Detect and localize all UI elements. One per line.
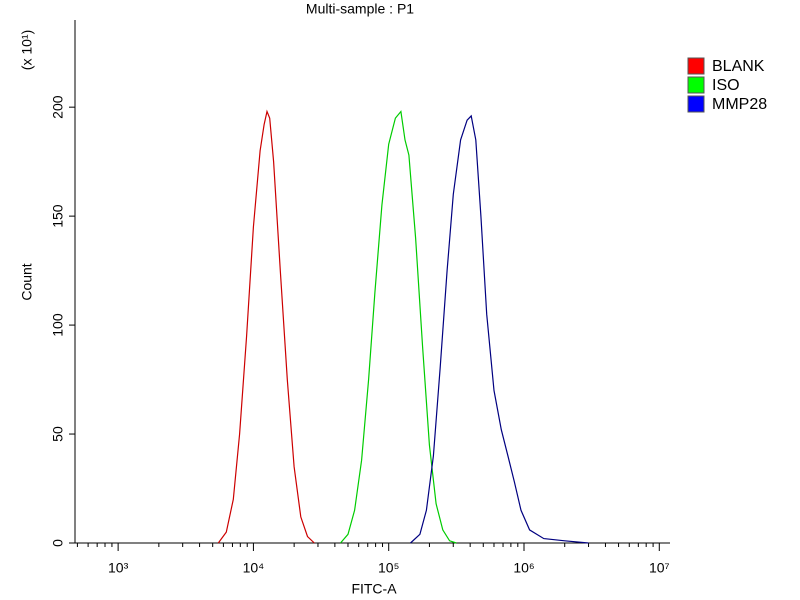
legend-label: MMP28	[712, 96, 767, 113]
y-tick-label: 0	[50, 539, 66, 547]
histogram-line	[410, 114, 589, 544]
y-tick-label: 50	[50, 426, 66, 442]
y-tick-label: 200	[50, 95, 66, 119]
histogram-line	[340, 110, 457, 544]
x-tick-label: 10⁶	[513, 560, 534, 576]
legend-label: BLANK	[712, 58, 765, 75]
legend-swatch	[687, 57, 705, 75]
chart-title: Multi-sample : P1	[306, 1, 414, 17]
y-scale-label: (x 10¹)	[19, 30, 35, 70]
x-tick-label: 10⁴	[243, 560, 265, 576]
x-tick-label: 10⁵	[378, 560, 399, 576]
histogram-line	[217, 109, 315, 544]
x-tick-label: 10⁷	[649, 560, 670, 576]
legend-label: ISO	[712, 77, 740, 94]
y-tick-label: 100	[50, 313, 66, 337]
y-axis-label: Count	[19, 263, 35, 300]
x-axis-label: FITC-A	[351, 581, 397, 597]
legend-swatch	[687, 76, 705, 94]
x-tick-label: 10³	[108, 560, 129, 576]
y-tick-label: 150	[50, 204, 66, 228]
legend-swatch	[687, 95, 705, 113]
